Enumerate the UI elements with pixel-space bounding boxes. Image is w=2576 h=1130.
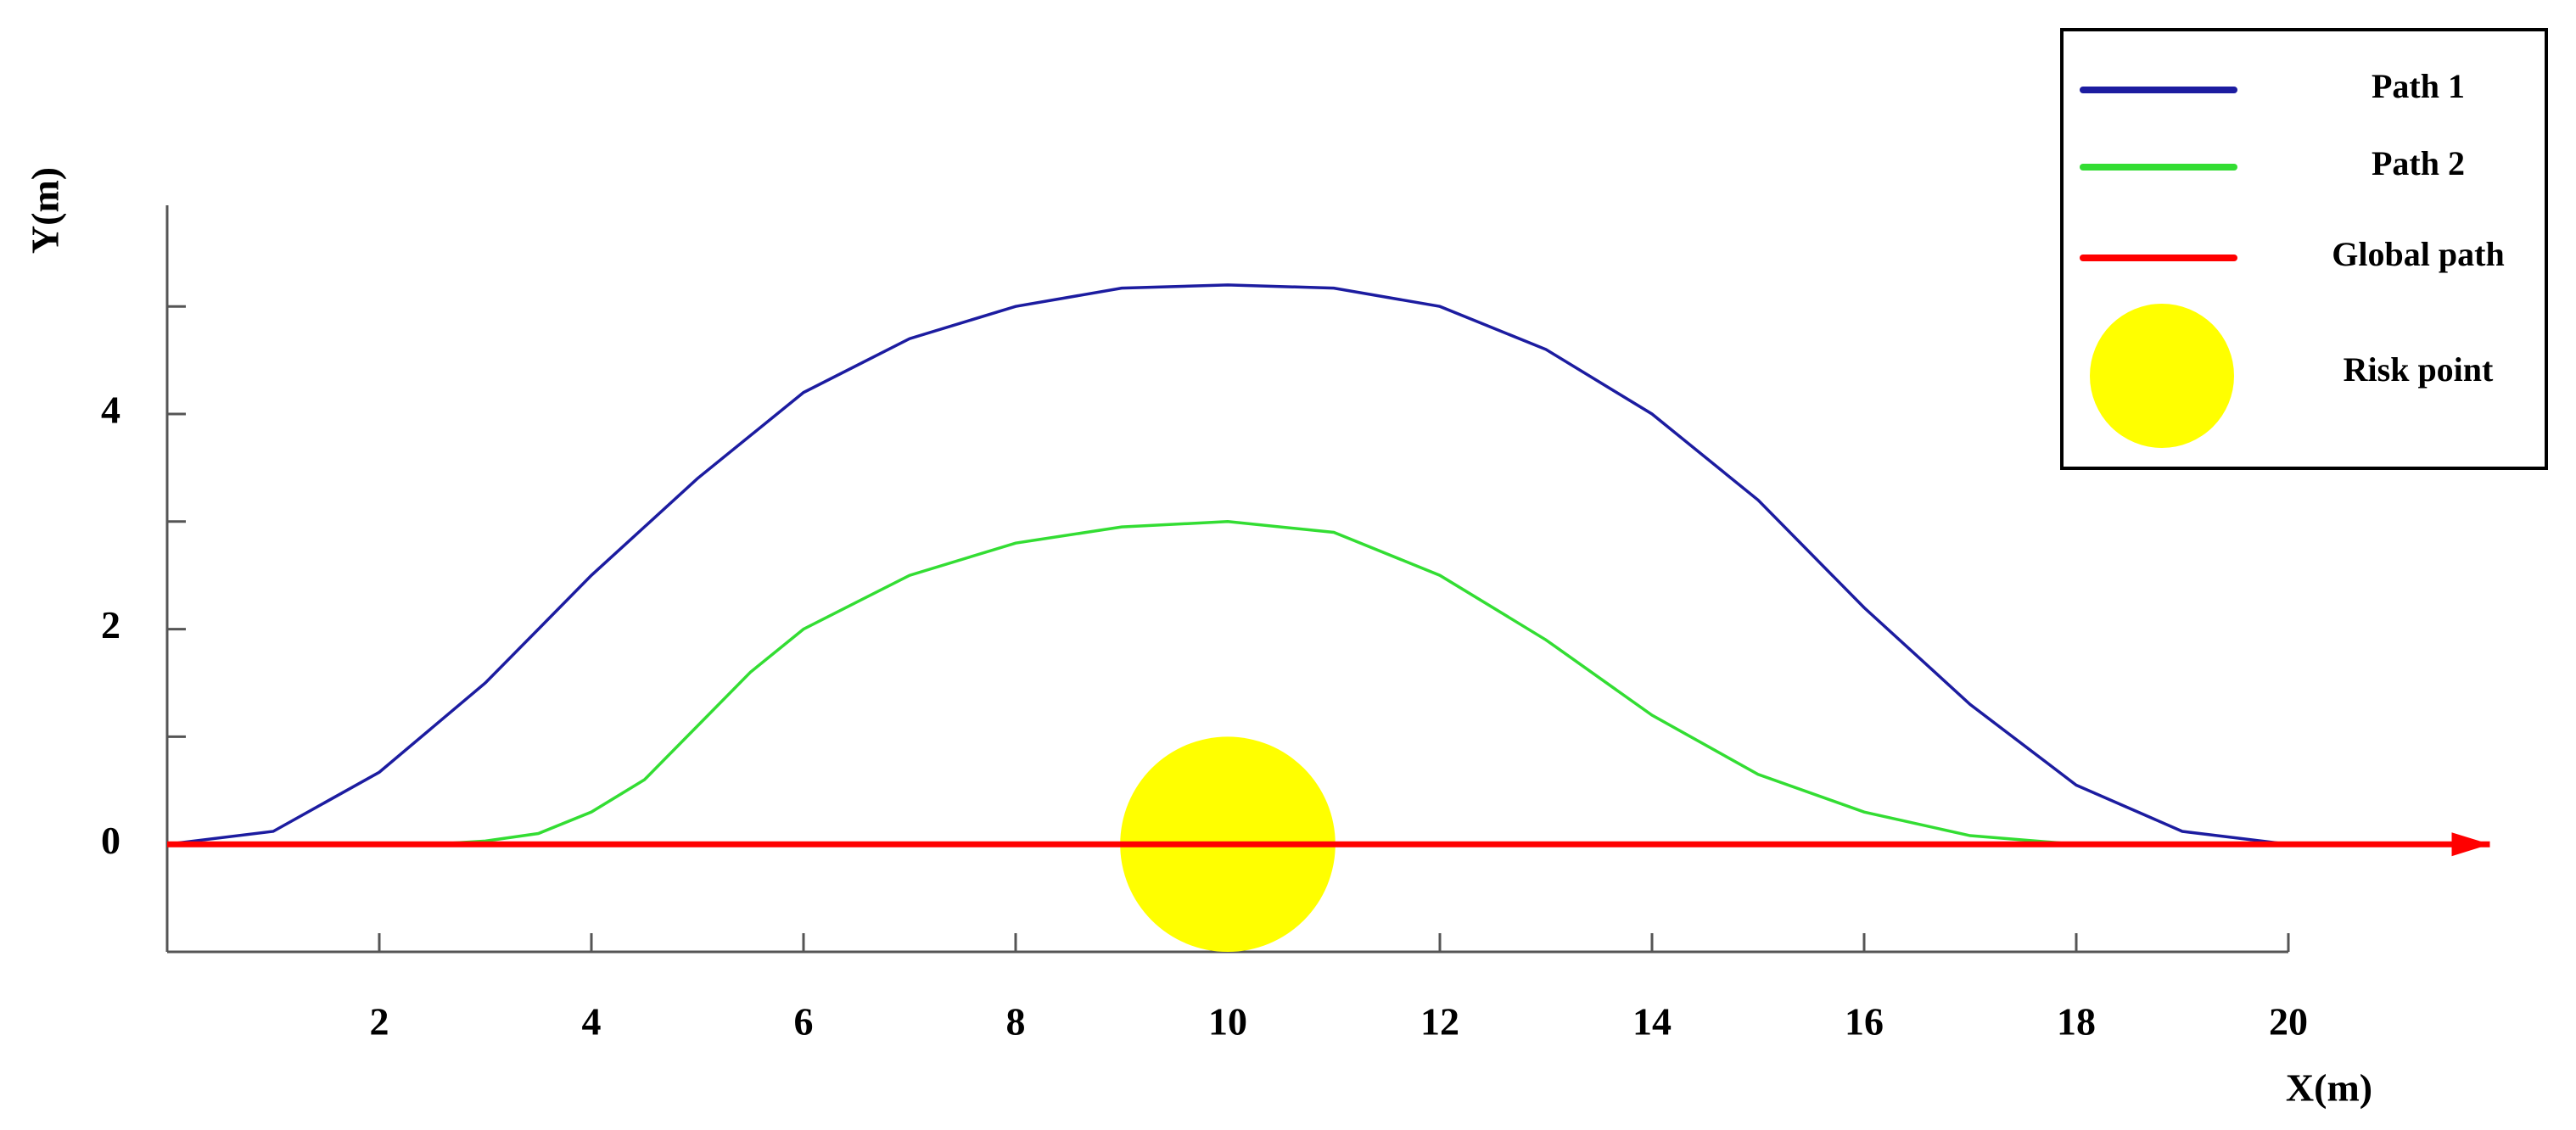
legend-label: Path 1 <box>2372 67 2465 105</box>
legend-label: Risk point <box>2344 350 2494 389</box>
x-tick-label: 2 <box>370 1000 389 1043</box>
legend-label: Global path <box>2332 235 2504 273</box>
legend-marker <box>2090 304 2234 448</box>
y-axis-label: Y(m) <box>24 167 67 254</box>
y-tick-label: 4 <box>101 389 120 432</box>
x-tick-label: 10 <box>1208 1000 1247 1043</box>
x-tick-label: 8 <box>1006 1000 1026 1043</box>
x-tick-label: 14 <box>1632 1000 1672 1043</box>
y-tick-label: 0 <box>101 819 120 862</box>
line <box>432 520 2077 846</box>
x-axis-label: X(m) <box>2286 1066 2372 1110</box>
x-tick-label: 20 <box>2269 1000 2308 1043</box>
line <box>166 283 2289 846</box>
y-tick-label: 2 <box>101 603 120 646</box>
x-tick-label: 4 <box>582 1000 602 1043</box>
arrow-head <box>2451 832 2490 857</box>
x-tick-label: 12 <box>1420 1000 1459 1043</box>
x-tick-label: 6 <box>794 1000 814 1043</box>
x-tick-label: 18 <box>2057 1000 2096 1043</box>
legend-label: Path 2 <box>2372 144 2465 182</box>
x-tick-label: 16 <box>1845 1000 1884 1043</box>
